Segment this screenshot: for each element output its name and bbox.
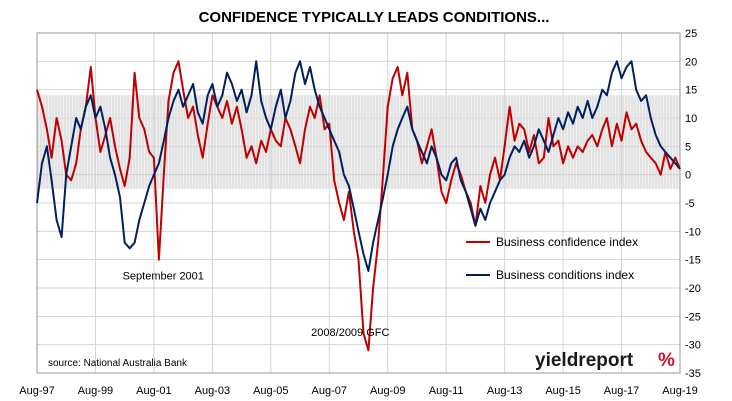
- y-tick-label: 5: [685, 141, 691, 153]
- legend-label: Business confidence index: [496, 235, 638, 249]
- legend-label: Business conditions index: [496, 268, 634, 282]
- y-tick-label: -10: [685, 226, 701, 238]
- x-tick-label: Aug-97: [19, 385, 54, 397]
- x-tick-label: Aug-99: [78, 385, 113, 397]
- y-tick-label: -25: [685, 311, 701, 323]
- x-tick-label: Aug-07: [312, 385, 347, 397]
- y-tick-label: -15: [685, 255, 701, 267]
- x-tick-label: Aug-13: [487, 385, 522, 397]
- annotation-label: September 2001: [123, 271, 204, 283]
- x-tick-labels: Aug-97 Aug-99 Aug-01 Aug-03 Aug-05 Aug-07 Aug-…: [19, 385, 697, 397]
- x-tick-label: Aug-17: [604, 385, 639, 397]
- series-line-business-confidence: [36, 60, 681, 352]
- x-tick-label: Aug-15: [545, 385, 580, 397]
- x-tick-label: Aug-09: [370, 385, 405, 397]
- y-tick-label: 20: [685, 56, 697, 68]
- shaded-band: [37, 95, 680, 189]
- y-tick-label: 15: [685, 85, 697, 97]
- x-tick-label: Aug-03: [195, 385, 230, 397]
- annotations: September 2001 2008/2009 GFC: [123, 271, 390, 340]
- series-layer: [36, 60, 681, 352]
- source-note: source: National Australia Bank: [48, 358, 188, 369]
- x-tick-label: Aug-05: [253, 385, 288, 397]
- legend: Business confidence index Business condit…: [466, 235, 638, 282]
- series-line-business-conditions: [36, 60, 681, 272]
- y-tick-label: 10: [685, 113, 697, 125]
- x-tick-label: Aug-11: [429, 385, 464, 397]
- y-tick-labels: 25 20 15 10 5 0 -5 -10 -15 -20 -25 -30 -35: [685, 28, 701, 380]
- brand-text: yieldreport: [535, 350, 634, 371]
- y-tick-label: 25: [685, 28, 697, 40]
- y-tick-label: -30: [685, 340, 701, 352]
- chart-title: CONFIDENCE TYPICALLY LEADS CONDITIONS...: [199, 9, 550, 26]
- y-tick-label: -5: [685, 198, 695, 210]
- y-tick-label: -35: [685, 368, 701, 380]
- x-tick-label: Aug-19: [662, 385, 697, 397]
- annotation-label: 2008/2009 GFC: [311, 327, 389, 339]
- brand-logo: yieldreport %: [535, 350, 675, 371]
- brand-percent-symbol: %: [658, 350, 675, 371]
- x-tick-label: Aug-01: [136, 385, 171, 397]
- y-tick-label: -20: [685, 283, 701, 295]
- y-tick-label: 0: [685, 170, 691, 182]
